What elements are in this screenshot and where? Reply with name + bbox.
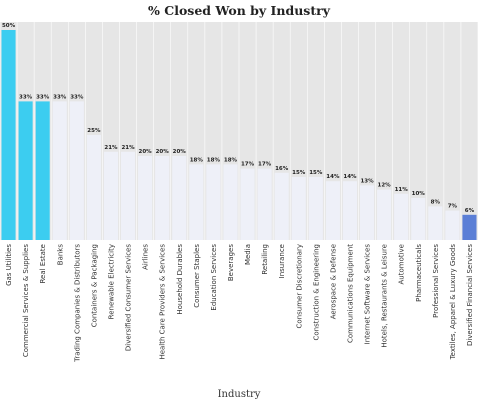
data-label: 17% (258, 162, 272, 168)
bar (428, 206, 443, 240)
bar (377, 189, 392, 240)
data-label: 33% (70, 94, 84, 100)
x-tick-label: Construction & Engineering (312, 244, 320, 340)
bar (69, 101, 84, 241)
x-tick-label: Internet Software & Services (364, 244, 372, 345)
data-label: 6% (465, 208, 475, 214)
x-tick-label: Beverages (227, 244, 235, 281)
x-tick-label: Banks (56, 244, 64, 266)
bar (86, 135, 101, 240)
data-label: 18% (224, 157, 238, 163)
data-label: 11% (395, 187, 409, 193)
x-tick-label: Insurance (278, 244, 286, 278)
bar (18, 101, 33, 241)
x-tick-label: Airlines (142, 244, 150, 270)
x-tick-label: Household Durables (176, 244, 184, 315)
data-label: 18% (207, 157, 221, 163)
x-tick-label: Renewable Electricity (107, 244, 115, 319)
data-label: 8% (431, 199, 441, 205)
bar (103, 151, 118, 240)
bar (462, 214, 477, 240)
bar (257, 168, 272, 240)
bar (206, 164, 221, 240)
x-tick-label: Diversified Financial Services (466, 244, 474, 346)
x-tick-label: Commercial Services & Supplies (22, 244, 30, 357)
bar (52, 101, 67, 241)
data-label: 18% (190, 157, 204, 163)
data-label: 10% (412, 191, 426, 197)
data-label: 13% (360, 178, 374, 184)
data-label: 33% (36, 94, 50, 100)
x-tick-label: Education Services (210, 244, 218, 311)
x-tick-label: Containers & Packaging (90, 244, 98, 327)
x-tick-label: Gas Utilities (5, 244, 13, 286)
bar (325, 181, 340, 240)
x-tick-label: Pharmaceuticals (415, 244, 423, 302)
data-label: 17% (241, 162, 255, 168)
chart-title: % Closed Won by Industry (148, 3, 330, 18)
bar (274, 172, 289, 240)
bar (291, 177, 306, 240)
bar (308, 177, 323, 240)
bar (223, 164, 238, 240)
bar (172, 156, 187, 240)
x-tick-label: Communications Equipment (346, 244, 354, 343)
bar (138, 156, 153, 240)
data-label: 20% (173, 149, 187, 155)
data-label: 33% (53, 94, 67, 100)
bar (121, 151, 136, 240)
data-label: 15% (309, 170, 323, 176)
bar (1, 30, 16, 240)
bar (240, 168, 255, 240)
data-label: 7% (448, 204, 458, 210)
x-tick-label: Real Estate (39, 244, 47, 283)
data-label: 15% (292, 170, 306, 176)
data-label: 25% (87, 128, 101, 134)
bar (35, 101, 50, 241)
x-tick-label: Aerospace & Defense (329, 244, 337, 319)
x-tick-label: Consumer Staples (193, 244, 201, 308)
x-tick-label: Retailing (261, 244, 269, 275)
data-label: 20% (156, 149, 170, 155)
data-label: 20% (139, 149, 153, 155)
data-label: 50% (2, 23, 16, 29)
data-label: 33% (19, 94, 33, 100)
x-tick-label: Textiles, Apparel & Luxury Goods (449, 244, 457, 361)
x-axis-title: Industry (217, 389, 261, 400)
x-tick-label: Hotels, Restaurants & Leisure (381, 244, 389, 348)
bar (360, 185, 375, 240)
data-label: 21% (104, 145, 118, 151)
x-tick-label: Diversified Consumer Services (125, 244, 133, 351)
bar (342, 181, 357, 240)
data-label: 12% (378, 183, 392, 189)
x-tick-label: Automotive (398, 244, 406, 285)
bar (445, 210, 460, 240)
bar (189, 164, 204, 240)
x-tick-label: Trading Companies & Distributors (73, 244, 81, 363)
x-tick-label: Health Care Providers & Services (159, 244, 167, 360)
x-tick-label: Consumer Discretionary (295, 244, 303, 329)
data-label: 14% (343, 174, 357, 180)
data-label: 16% (275, 166, 289, 172)
bar (411, 198, 426, 240)
x-tick-label: Media (244, 244, 252, 265)
bar (394, 193, 409, 240)
data-label: 21% (121, 145, 135, 151)
x-tick-label: Professional Services (432, 244, 440, 318)
data-label: 14% (326, 174, 340, 180)
bar (155, 156, 170, 240)
